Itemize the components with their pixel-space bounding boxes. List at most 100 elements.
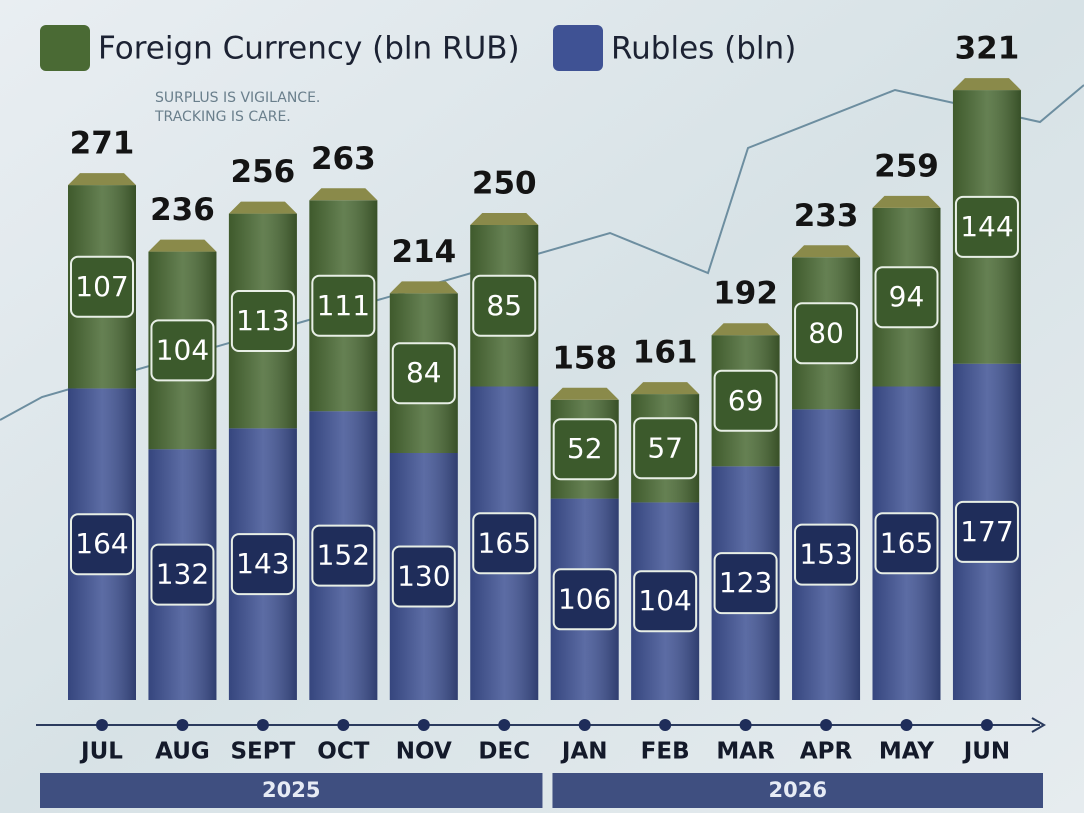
group-band	[552, 773, 1043, 808]
timeline-dot	[337, 719, 350, 731]
total-label: 192	[713, 276, 778, 312]
total-label: 158	[552, 340, 617, 376]
value-label: 164	[75, 527, 128, 560]
value-label-box	[311, 524, 376, 587]
value-label-box	[70, 513, 134, 576]
total-label: 259	[874, 148, 939, 184]
value-label: 165	[478, 526, 531, 559]
x-tick-label: SEPT	[230, 739, 295, 765]
total-label: 321	[955, 31, 1020, 67]
timeline-dot	[417, 719, 430, 731]
timeline-dot	[256, 719, 269, 731]
value-label-box	[552, 568, 617, 631]
bar-cap	[309, 188, 378, 201]
total-label: 214	[391, 234, 456, 270]
value-label: 85	[486, 289, 522, 322]
value-label-box	[713, 552, 778, 615]
x-tick-label: MAR	[716, 739, 775, 765]
group-label: 2025	[262, 778, 320, 802]
value-label-box	[472, 512, 537, 575]
value-label: 165	[880, 526, 933, 559]
value-label: 106	[558, 582, 611, 615]
x-tick-label: FEB	[641, 739, 690, 765]
value-label-box	[874, 266, 939, 329]
bar-cap	[631, 382, 700, 395]
value-label: 143	[236, 547, 289, 580]
value-label: 94	[889, 280, 925, 313]
value-label-box	[230, 533, 295, 596]
x-tick-label: NOV	[396, 739, 452, 765]
value-label-box	[633, 417, 698, 480]
bar-cap	[389, 281, 458, 294]
value-label-box	[150, 319, 215, 382]
x-tick-label: JAN	[560, 739, 608, 765]
total-label: 161	[633, 335, 698, 371]
total-label: 256	[231, 154, 296, 190]
value-label-box	[391, 545, 456, 608]
value-label-box	[552, 418, 617, 481]
bar-cap	[711, 323, 780, 336]
value-label: 104	[638, 584, 691, 617]
timeline-dot	[900, 719, 913, 731]
value-label-box	[70, 255, 134, 318]
x-tick-label: DEC	[478, 739, 530, 765]
group-band	[40, 773, 543, 808]
value-label: 130	[397, 560, 450, 593]
x-tick-label: APR	[800, 739, 853, 765]
value-label-box	[713, 369, 778, 432]
value-label: 177	[960, 515, 1013, 548]
x-tick-label: JUL	[79, 739, 123, 765]
bar-cap	[792, 245, 861, 258]
value-label: 152	[317, 539, 370, 572]
value-label-box	[633, 570, 698, 633]
annotation: SURPLUS IS VIGILANCE.	[155, 90, 320, 106]
value-label: 144	[960, 210, 1013, 243]
value-label-box	[794, 523, 859, 586]
group-label: 2026	[769, 778, 827, 802]
total-label: 250	[472, 166, 537, 202]
timeline-dot	[659, 719, 672, 731]
legend-label: Foreign Currency (bln RUB)	[98, 31, 520, 67]
value-label: 80	[808, 316, 844, 349]
value-label: 104	[156, 333, 209, 366]
timeline-dot	[96, 719, 108, 731]
value-label-box	[472, 274, 537, 337]
legend-swatch	[553, 25, 603, 71]
timeline-dot	[980, 719, 993, 731]
value-label-box	[954, 500, 1019, 563]
bar-cap	[872, 195, 941, 208]
value-label-box	[794, 302, 859, 365]
total-label: 271	[70, 126, 135, 162]
bar-cap	[952, 78, 1021, 91]
bar-cap	[148, 239, 217, 252]
value-label: 107	[75, 270, 128, 303]
value-label: 84	[406, 356, 442, 389]
total-label: 263	[311, 141, 376, 177]
timeline-dot	[498, 719, 511, 731]
value-label: 132	[156, 558, 209, 591]
value-label-box	[150, 543, 215, 606]
legend-label: Rubles (bln)	[611, 31, 796, 67]
value-label-box	[954, 195, 1019, 258]
x-tick-label: OCT	[317, 739, 369, 765]
x-tick-label: MAY	[879, 739, 934, 765]
value-label-box	[311, 274, 376, 337]
x-tick-label: JUN	[962, 739, 1010, 765]
timeline-dot	[820, 719, 833, 731]
annotation: TRACKING IS CARE.	[154, 109, 291, 125]
value-label: 69	[728, 384, 764, 417]
timeline-dot	[739, 719, 752, 731]
total-label: 236	[150, 192, 215, 228]
value-label: 111	[317, 289, 370, 322]
value-label: 52	[567, 432, 603, 465]
bar-cap	[68, 173, 136, 186]
total-label: 233	[794, 198, 859, 234]
value-label: 57	[647, 431, 683, 464]
x-tick-label: AUG	[155, 739, 210, 765]
timeline-dot	[176, 719, 189, 731]
value-label: 123	[719, 566, 772, 599]
bar-cap	[550, 387, 619, 400]
timeline-dot	[578, 719, 591, 731]
timeline-arrow	[1031, 717, 1046, 733]
